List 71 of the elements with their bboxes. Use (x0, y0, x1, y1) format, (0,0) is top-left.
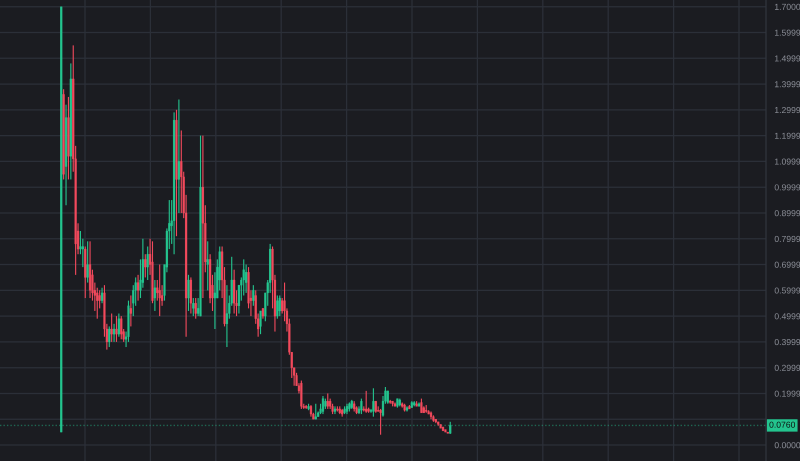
candlestick (314, 403, 317, 420)
y-tick-label: 0.9999 (774, 184, 800, 190)
candlestick (259, 310, 262, 335)
candlestick (86, 240, 89, 284)
candlestick (130, 294, 132, 327)
candlestick (192, 297, 194, 317)
candlestick (310, 404, 312, 418)
candlestick (322, 395, 324, 415)
y-tick-label: 0.5999 (774, 287, 800, 294)
candlestick (440, 424, 442, 428)
y-tick-label: 1.5999 (774, 30, 800, 36)
candlestick (60, 6, 62, 432)
y-tick-label: 0.3999 (774, 339, 800, 346)
y-tick-label: 0.4999 (774, 313, 800, 320)
candlestick (112, 323, 116, 342)
candlestick (444, 429, 447, 432)
candlestick (442, 426, 444, 432)
candlestick (100, 287, 104, 304)
candlestick (190, 276, 192, 314)
candlestick (396, 398, 399, 408)
candlestick (365, 390, 368, 414)
candlestick (326, 392, 329, 410)
y-tick-label: 1.2999 (774, 106, 800, 114)
y-tick-label: 1.0999 (774, 158, 800, 165)
candlestick (206, 240, 209, 291)
candlestick (262, 308, 264, 320)
candlestick (425, 404, 428, 414)
y-tick-label: 0.8999 (774, 210, 800, 216)
candlestick (158, 264, 161, 317)
candlestick (300, 380, 302, 410)
candlestick (194, 297, 197, 320)
candlestick (374, 400, 377, 414)
candlestick (346, 403, 348, 415)
candlestick (110, 312, 113, 342)
candlestick (350, 399, 353, 410)
y-tick-label: 1.3999 (774, 81, 800, 88)
candlestick (226, 284, 228, 348)
y-tick-label: 1.7000 (774, 4, 800, 10)
candlestick (144, 254, 146, 278)
candlestick (449, 421, 452, 434)
candlestick (245, 264, 248, 294)
candlestick (252, 284, 254, 306)
candlestick (154, 279, 156, 312)
candlestick (242, 258, 245, 296)
candlestick (146, 246, 149, 281)
candlestick (276, 294, 278, 320)
candlestick (187, 274, 190, 312)
candlestick (348, 402, 350, 412)
y-tick-label: 0.0000 (774, 442, 800, 448)
candlestick (115, 316, 118, 342)
y-tick-label: 0.6999 (774, 262, 800, 268)
candlestick (118, 312, 120, 338)
y-tick-label: 0.2999 (774, 364, 800, 371)
candlestick (120, 316, 122, 340)
candlestick (180, 130, 182, 214)
candlestick (108, 326, 110, 348)
y-tick-label: 1.1999 (774, 132, 800, 139)
candlestick (233, 269, 236, 314)
y-tick-label: 1.4999 (774, 55, 800, 62)
ref-line-label: 0.0760 (769, 422, 796, 428)
y-tick-label: 0.1999 (774, 390, 800, 397)
candlestick (324, 398, 326, 410)
candlestick (278, 294, 281, 317)
candlestick (386, 390, 389, 404)
candlestick (353, 400, 356, 412)
candlestick (178, 98, 180, 214)
candlestick (420, 398, 423, 414)
candlestick (379, 408, 382, 436)
candlestick (372, 388, 375, 418)
y-tick-label: 0.7999 (774, 236, 800, 242)
candlestick (360, 398, 362, 415)
